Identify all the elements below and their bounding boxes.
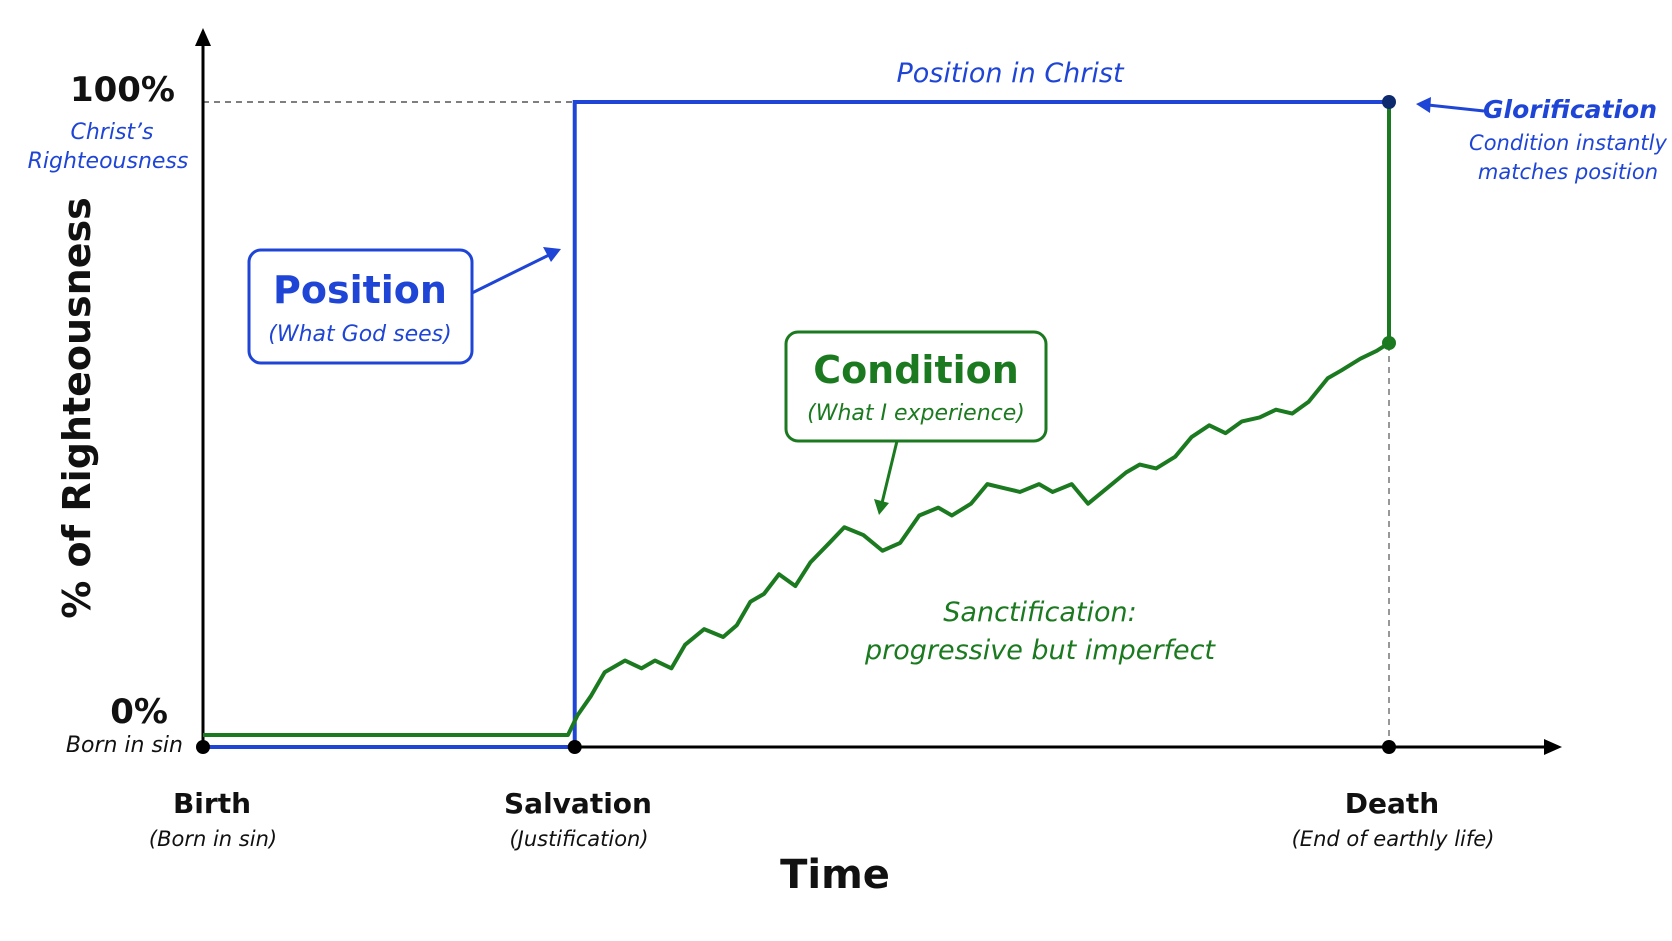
y-axis-title: % of Righteousness [55,197,99,619]
y-axis-arrow-icon [195,28,211,46]
x-tick-label-birth: Birth [173,787,251,820]
x-tick-sublabel-death: (End of earthly life) [1292,827,1495,851]
point-glorification [1382,95,1396,109]
annotation-position-in-christ: Position in Christ [896,58,1125,89]
condition-arrow-line [880,440,899,504]
condition-callout: Condition (What I experience) [784,330,1048,515]
x-tick-label-salvation: Salvation [504,787,652,820]
x-tick-sublabel-birth: (Born in sin) [149,827,277,851]
x-tick-sublabel-salvation: (Justification) [509,827,648,851]
glorification-arrow-line [1427,103,1485,113]
point-birth [196,740,210,754]
x-tick-label-death: Death [1345,787,1439,820]
glorification-callout: Glorification Condition instantly matche… [1416,95,1668,184]
condition-arrow-head-icon [874,499,889,515]
condition-box-title: Condition [813,348,1019,392]
series-line-position [203,100,1389,749]
condition-box-subtitle: (What I experience) [807,401,1025,426]
point-condition-end [1382,336,1396,350]
position-arrow-line [471,252,552,295]
x-axis-title: Time [780,852,890,898]
y-tick-sublabel-0: Born in sin [66,733,183,758]
annotation-glorification-line2: matches position [1478,160,1658,184]
series-line-condition [203,341,1391,737]
annotation-glorification-line1: Condition instantly [1469,131,1667,155]
position-arrow-head-icon [543,247,561,262]
position-box [247,248,474,365]
y-tick-sublabel-100-line1: Christ’s [70,120,153,145]
position-box-subtitle: (What God sees) [268,322,451,347]
x-axis-arrow-icon [1544,739,1562,755]
y-tick-sublabel-100-line2: Righteousness [28,149,189,174]
point-death [1382,740,1396,754]
annotation-sanctification-line1: Sanctification: [943,597,1136,628]
position-callout: Position (What God sees) [247,247,561,365]
position-box-title: Position [273,268,447,312]
point-salvation [567,740,582,754]
y-tick-label-100: 100% [70,70,175,110]
annotation-sanctification-line2: progressive but imperfect [864,635,1216,666]
annotation-glorification-title: Glorification [1483,95,1657,124]
y-tick-label-0: 0% [110,692,168,732]
glorification-arrow-head-icon [1416,97,1431,113]
condition-box [784,330,1048,443]
